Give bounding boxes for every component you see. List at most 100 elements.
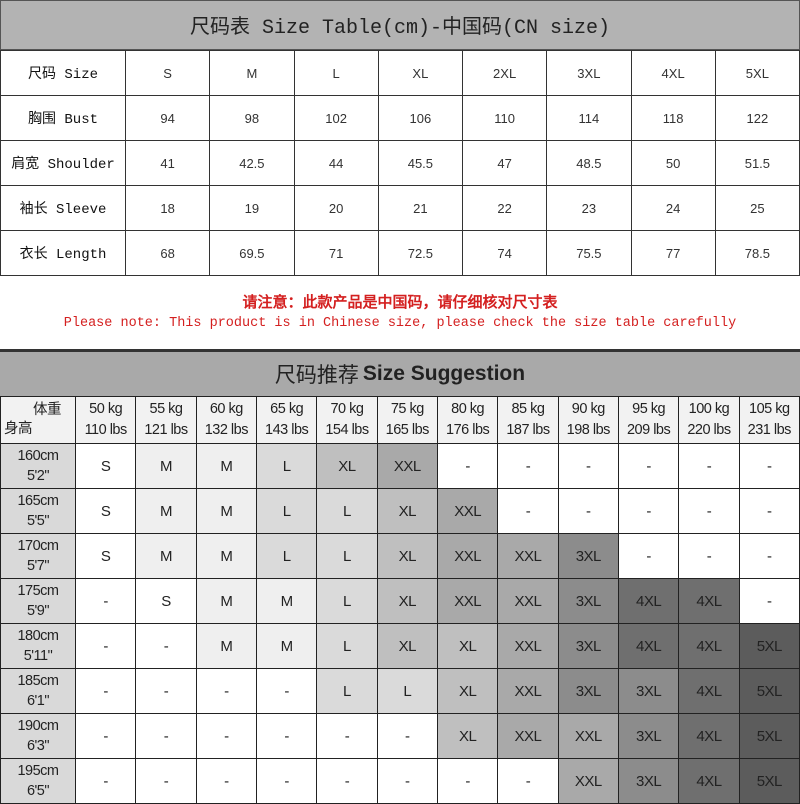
weight-kg: 95 kg — [632, 401, 666, 417]
height-cm: 160cm — [17, 448, 59, 464]
size-value: 110 — [461, 95, 548, 141]
weight-header: 55 kg 121 lbs — [135, 396, 197, 444]
size-value: L — [293, 50, 379, 96]
suggested-size: - — [738, 533, 800, 579]
suggested-size: - — [738, 488, 800, 534]
suggestion-row: 170cm 5'7" S M M L L XL XXL XXL 3XL - - - — [0, 533, 800, 579]
suggested-size: 3XL — [617, 758, 680, 804]
suggested-size: - — [316, 713, 378, 759]
row-label: 袖长 Sleeve — [0, 185, 126, 231]
suggestion-row: 175cm 5'9" - S M M L XL XXL XXL 3XL 4XL 4XL - — [0, 578, 800, 624]
suggested-size: XL — [436, 713, 499, 759]
corner-weight-label: 体重 — [33, 402, 62, 418]
weight-lbs: 176 lbs — [446, 422, 490, 438]
weight-lbs: 220 lbs — [687, 422, 731, 438]
suggested-size: - — [135, 713, 197, 759]
height-header: 170cm 5'7" — [0, 533, 76, 579]
note-english: Please note: This product is in Chinese … — [63, 316, 737, 331]
suggested-size: - — [316, 758, 378, 804]
height-ft: 6'5" — [26, 783, 50, 799]
note-chinese: 请注意：此款产品是中国码，请仔细核对尺寸表 — [242, 295, 558, 312]
height-cm: 170cm — [17, 538, 59, 554]
suggested-size: - — [74, 758, 137, 804]
weight-kg: 80 kg — [451, 401, 485, 417]
suggested-size: XL — [376, 623, 438, 669]
suggested-size: - — [135, 623, 197, 669]
size-value: 69.5 — [209, 230, 295, 276]
suggested-size: S — [74, 488, 137, 534]
suggested-size: 5XL — [738, 668, 800, 714]
size-value: 47 — [461, 140, 548, 186]
suggested-size: - — [376, 758, 438, 804]
weight-header: 85 kg 187 lbs — [497, 396, 559, 444]
suggested-size: XL — [436, 623, 499, 669]
suggested-size: 4XL — [678, 758, 740, 804]
suggested-size: M — [195, 623, 257, 669]
size-value: 5XL — [714, 50, 800, 96]
size-value: 20 — [293, 185, 379, 231]
suggested-size: - — [557, 443, 619, 489]
suggested-size: XXL — [436, 533, 499, 579]
weight-lbs: 209 lbs — [626, 422, 671, 438]
height-header: 195cm 6'5" — [0, 758, 76, 804]
weight-kg: 90 kg — [571, 401, 605, 417]
suggested-size: - — [557, 488, 619, 534]
size-value: 24 — [630, 185, 716, 231]
suggested-size: XL — [376, 488, 438, 534]
weight-lbs: 198 lbs — [566, 422, 611, 438]
weight-header: 70 kg 154 lbs — [316, 396, 378, 444]
size-value: 19 — [209, 185, 295, 231]
row-label: 胸围 Bust — [0, 95, 126, 141]
suggested-size: 3XL — [557, 578, 619, 624]
suggested-size: - — [255, 713, 318, 759]
height-ft: 5'2" — [26, 468, 50, 484]
suggested-size: XXL — [497, 578, 559, 624]
height-header: 165cm 5'5" — [0, 488, 76, 534]
size-value: 94 — [124, 95, 211, 141]
suggested-size: XXL — [497, 623, 559, 669]
height-ft: 5'9" — [26, 603, 50, 619]
suggested-size: S — [74, 533, 137, 579]
size-value: 78.5 — [714, 230, 800, 276]
suggested-size: L — [316, 533, 378, 579]
suggestion-row: 190cm 6'3" - - - - - - XL XXL XXL 3XL 4XL 5XL — [0, 713, 800, 759]
height-cm: 165cm — [17, 493, 59, 509]
suggested-size: - — [436, 758, 499, 804]
size-value: 106 — [377, 95, 464, 141]
suggested-size: 5XL — [738, 713, 800, 759]
weight-kg: 60 kg — [209, 401, 243, 417]
weight-kg: 65 kg — [270, 401, 304, 417]
weight-header: 75 kg 165 lbs — [376, 396, 438, 444]
suggested-size: L — [255, 443, 318, 489]
suggested-size: L — [316, 578, 378, 624]
size-value: 75.5 — [546, 230, 632, 276]
suggested-size: - — [135, 758, 197, 804]
size-table: 尺码 Size S M L XL 2XL 3XL 4XL 5XL 胸围 Bust 94 98 102 10… — [0, 50, 800, 276]
size-value: 4XL — [630, 50, 716, 96]
suggestion-row: 160cm 5'2" S M M L XL XXL - - - - - - — [0, 443, 800, 489]
suggestion-row: 180cm 5'11" - - M M L XL XL XXL 3XL 4XL 4XL 5XL — [0, 623, 800, 669]
size-value: 72.5 — [377, 230, 464, 276]
suggested-size: 4XL — [678, 623, 740, 669]
row-label: 肩宽 Shoulder — [0, 140, 126, 186]
size-value: 50 — [630, 140, 716, 186]
weight-header: 80 kg 176 lbs — [436, 396, 499, 444]
size-value: 3XL — [546, 50, 632, 96]
suggested-size: - — [617, 533, 680, 579]
suggested-size: M — [195, 533, 257, 579]
weight-kg: 50 kg — [89, 401, 123, 417]
suggested-size: XXL — [497, 713, 559, 759]
height-cm: 180cm — [17, 628, 59, 644]
suggested-size: 4XL — [617, 578, 680, 624]
suggested-size: - — [497, 443, 559, 489]
weight-lbs: 132 lbs — [204, 422, 249, 438]
size-table-row: 衣长 Length 68 69.5 71 72.5 74 75.5 77 78.5 — [0, 230, 800, 276]
size-value: 74 — [461, 230, 548, 276]
weight-lbs: 121 lbs — [144, 422, 188, 438]
suggested-size: - — [617, 488, 680, 534]
size-value: 114 — [546, 95, 632, 141]
size-value: 122 — [714, 95, 800, 141]
height-header: 175cm 5'9" — [0, 578, 76, 624]
suggested-size: M — [195, 488, 257, 534]
